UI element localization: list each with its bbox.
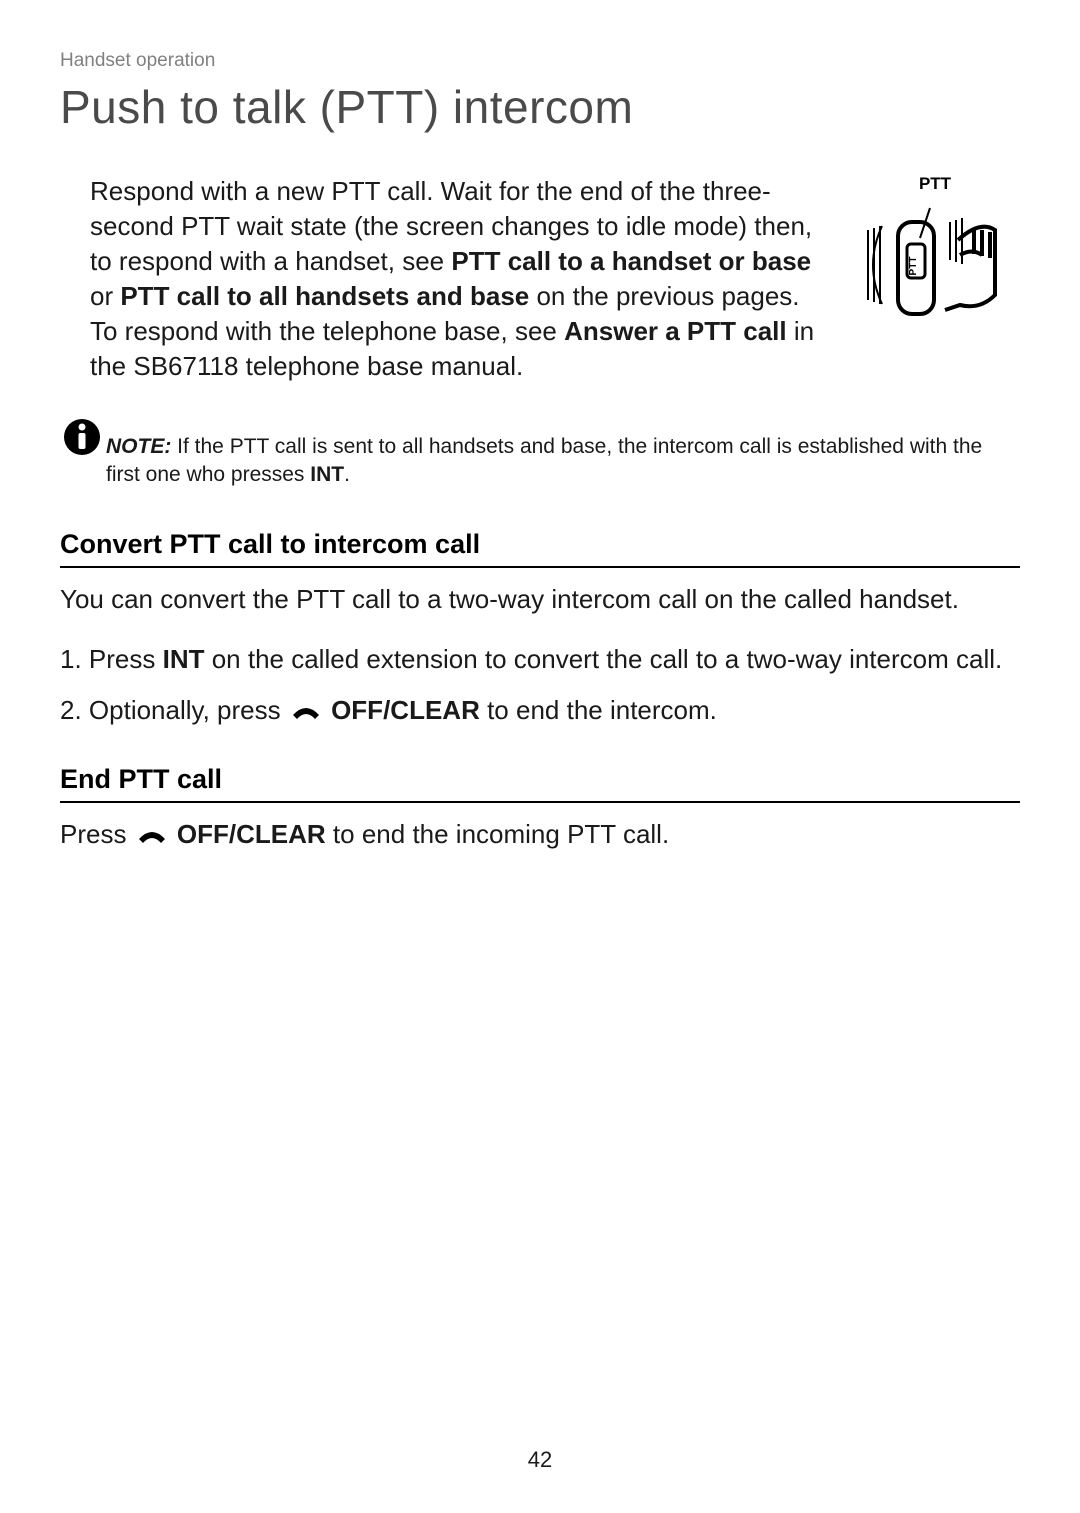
info-icon: [60, 415, 104, 459]
section-body-convert: You can convert the PTT call to a two-wa…: [60, 582, 1020, 617]
intro-block: Respond with a new PTT call. Wait for th…: [90, 174, 1020, 385]
end-pre: Press: [60, 819, 134, 849]
step2-post: to end the intercom.: [480, 695, 717, 725]
step2-bold-b: CLEAR: [390, 695, 480, 725]
intro-bold-3: Answer a PTT call: [564, 316, 787, 346]
ptt-label: PTT: [850, 174, 1020, 194]
intro-paragraph: Respond with a new PTT call. Wait for th…: [90, 174, 830, 385]
note-body-2: .: [344, 463, 350, 486]
hangup-icon: [136, 827, 168, 845]
step1-pre: 1. Press: [60, 644, 163, 674]
ptt-figure: PTT PTT: [850, 174, 1020, 385]
list-item: 1. Press INT on the called extension to …: [60, 641, 1020, 677]
end-bold-b: CLEAR: [236, 819, 326, 849]
handset-ptt-diagram-icon: PTT: [860, 200, 1010, 330]
note-bold: INT: [310, 463, 344, 486]
note-block: NOTE: If the PTT call is sent to all han…: [60, 415, 1020, 490]
section-rule-1: [60, 566, 1020, 568]
step2-bold-a: OFF/: [331, 695, 390, 725]
note-label: NOTE:: [106, 435, 171, 458]
page-number: 42: [0, 1447, 1080, 1473]
svg-text:PTT: PTT: [908, 257, 919, 276]
step1-post: on the called extension to convert the c…: [204, 644, 1002, 674]
intro-bold-2: PTT call to all handsets and base: [120, 281, 529, 311]
page-title: Push to talk (PTT) intercom: [60, 80, 1020, 134]
section-rule-2: [60, 801, 1020, 803]
end-post: to end the incoming PTT call.: [326, 819, 669, 849]
section-heading-convert: Convert PTT call to intercom call: [60, 529, 1020, 560]
section-body-end: Press OFF/CLEAR to end the incoming PTT …: [60, 817, 1020, 852]
note-body-1: If the PTT call is sent to all handsets …: [106, 435, 982, 486]
end-bold-a: OFF/: [177, 819, 236, 849]
section-heading-end: End PTT call: [60, 764, 1020, 795]
breadcrumb: Handset operation: [60, 50, 1020, 72]
intro-bold-1: PTT call to a handset or base: [451, 246, 811, 276]
list-item: 2. Optionally, press OFF/CLEAR to end th…: [60, 692, 1020, 728]
step1-bold: INT: [163, 644, 205, 674]
hangup-icon: [290, 703, 322, 721]
step2-pre: 2. Optionally, press: [60, 695, 288, 725]
steps-list: 1. Press INT on the called extension to …: [60, 641, 1020, 728]
intro-text-2: or: [90, 281, 120, 311]
note-text: NOTE: If the PTT call is sent to all han…: [106, 415, 1020, 490]
